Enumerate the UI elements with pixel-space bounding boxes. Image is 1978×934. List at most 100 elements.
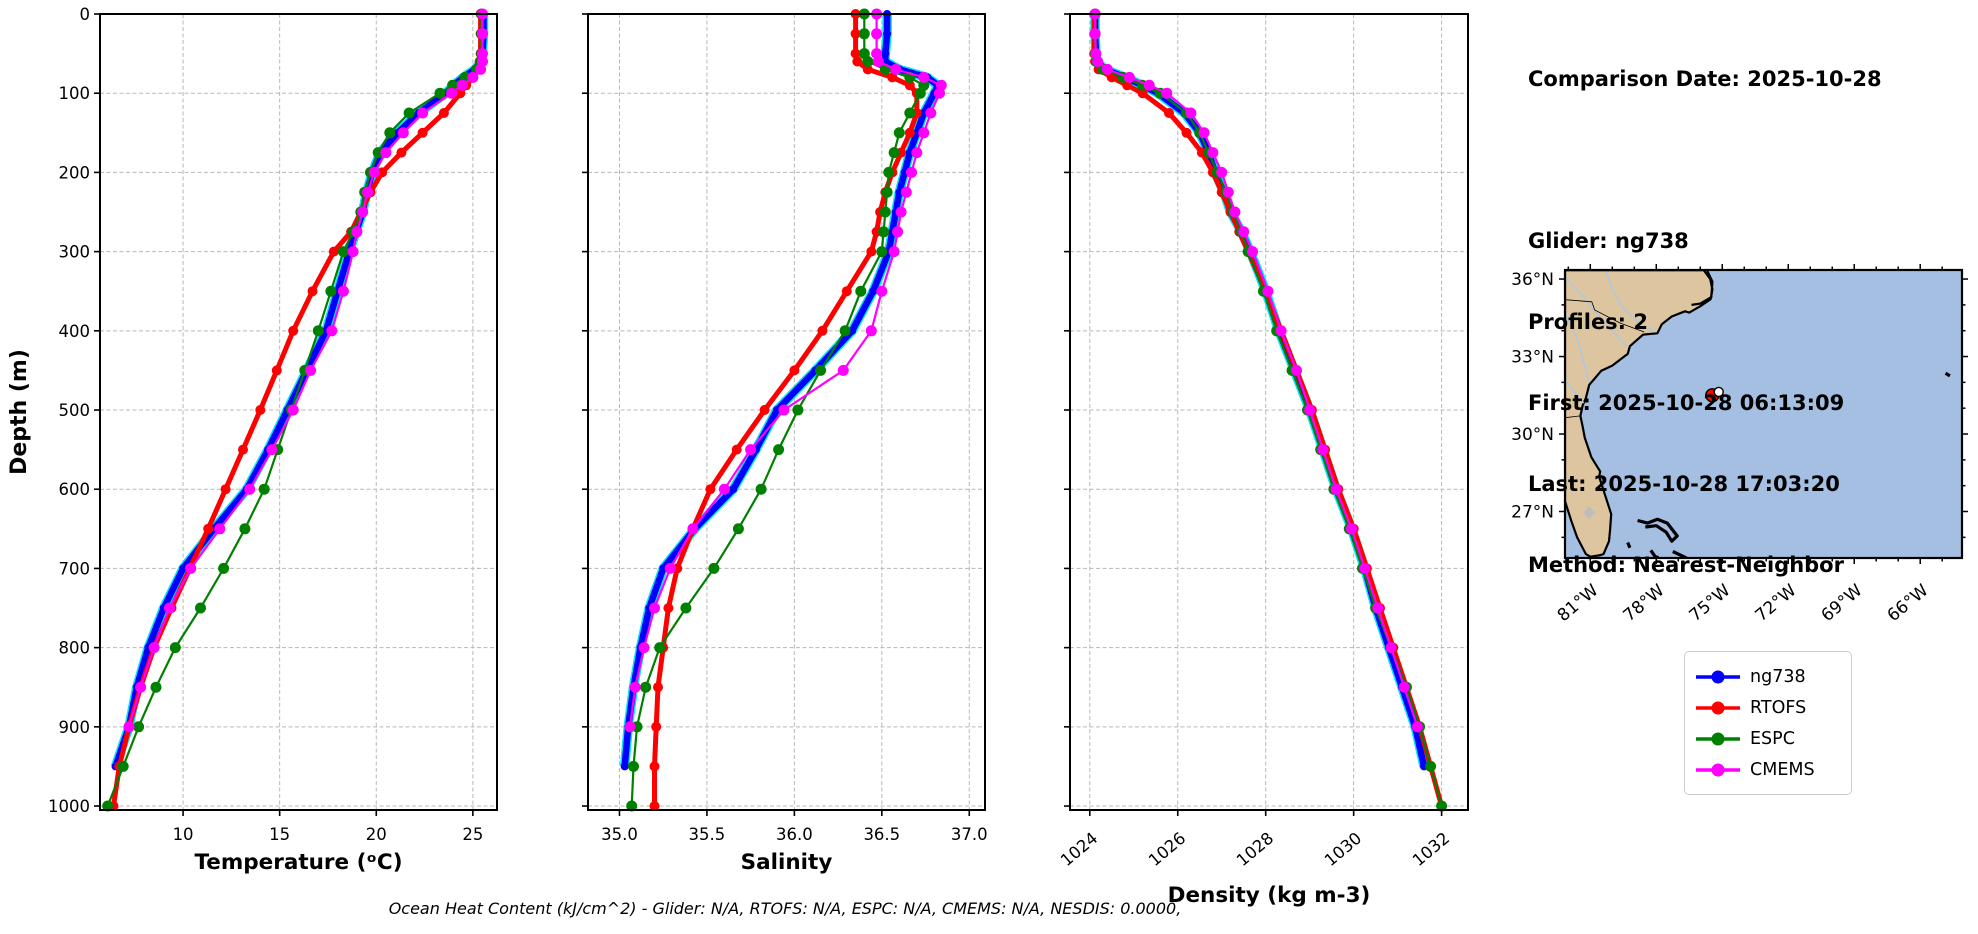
density-axis-label: Density (kg m-3) (1168, 883, 1371, 908)
density-xtick-label: 1032 (1409, 829, 1453, 871)
river-line (1565, 277, 1628, 347)
temperature-panel: 10 15 20 25 0 100 200 300 400 500 600 700 800 900 1000… (48, 5, 498, 875)
density-ticks: 1024 1026 1028 1030 1032 (1057, 13, 1453, 871)
CMEMS-salinity-series (624, 8, 947, 733)
y-axis-label: Depth (m) (7, 349, 32, 475)
salinity-xtick-label: 36.0 (776, 825, 813, 844)
map-frame (1563, 268, 1964, 560)
ng738-line-swatch-icon (1696, 670, 1740, 683)
espc-line-swatch-icon (1696, 732, 1740, 745)
temperature-ticks: 10 15 20 25 0 100 200 300 400 500 600 700 800 900 1000 (48, 5, 483, 844)
salinity-xtick-label: 37.0 (951, 825, 988, 844)
depth-tick-label: 700 (59, 559, 91, 578)
info-block: Comparison Date: 2025-10-28 Glider: ng73… (1528, 12, 1882, 606)
ng738-density-series (1090, 10, 1429, 771)
density-axes-frame (1069, 13, 1469, 811)
legend-label-espc: ESPC (1750, 728, 1795, 749)
legend-label-rtofs: RTOFS (1750, 697, 1807, 718)
density-panel: 1024 1026 1028 1030 1032 Density (kg m-3) (1057, 8, 1469, 908)
legend-item-rtofs: RTOFS (1695, 692, 1841, 723)
density-xtick-label: 1024 (1057, 829, 1101, 871)
legend-item-espc: ESPC (1695, 723, 1841, 754)
cmems-line-swatch-icon (1696, 763, 1740, 776)
ESPC-salinity-markers (626, 8, 930, 812)
CMEMS-density-markers (1089, 8, 1423, 733)
map-ticks (1559, 264, 1968, 564)
salinity-panel: 35.0 35.5 36.0 36.5 37.0 Salinity (582, 8, 988, 875)
CMEMS-temperature-series (123, 8, 488, 733)
map-lat-tick-label: 36°N (1511, 270, 1554, 290)
CMEMS-salinity-line (628, 14, 943, 727)
rtofs-line-swatch-icon (1696, 701, 1740, 714)
CMEMS-density-series (1089, 8, 1423, 733)
salinity-axes-frame (587, 13, 986, 811)
legend-label-ng738: ng738 (1750, 666, 1806, 687)
river-line (1565, 312, 1590, 383)
glider-location-marker (1713, 386, 1724, 398)
depth-tick-label: 300 (59, 243, 91, 262)
density-xtick-label: 1030 (1321, 829, 1365, 871)
depth-tick-label: 1000 (48, 797, 90, 816)
CMEMS-density-line (1094, 14, 1419, 728)
river-line (1605, 270, 1657, 333)
salinity-xtick-label: 36.5 (863, 825, 900, 844)
depth-tick-label: 400 (59, 322, 91, 341)
island-feature (1626, 541, 1632, 549)
temperature-xtick-label: 15 (269, 825, 290, 844)
profile-panels-figure: Depth (m) 10 15 20 25 0 100 200 300 400 500 600 700 8… (7, 5, 1469, 908)
depth-tick-label: 200 (59, 163, 91, 182)
comparison-date-text: Comparison Date: 2025-10-28 (1528, 67, 1882, 91)
ESPC-salinity-series (626, 8, 930, 812)
depth-tick-label: 600 (59, 480, 91, 499)
legend: ng738 RTOFS ESPC CMEMS (1684, 651, 1852, 795)
lake-feature (1582, 506, 1596, 520)
island-feature (1672, 550, 1690, 558)
depth-tick-label: 500 (59, 401, 91, 420)
salinity-ticks: 35.0 35.5 36.0 36.5 37.0 (582, 13, 988, 844)
river-line (1565, 379, 1585, 404)
ng738-density-underlay-line (1090, 14, 1429, 768)
salinity-axis-label: Salinity (741, 850, 833, 875)
ng738-density-line (1091, 14, 1428, 768)
info-spacer (1528, 147, 1882, 174)
map-lat-tick-label: 33°N (1511, 348, 1554, 368)
island-feature (1637, 517, 1679, 543)
land-area (1565, 270, 1714, 558)
CMEMS-salinity-markers (624, 8, 947, 733)
map-lon-tick-label: 66°W (1884, 580, 1933, 626)
salinity-xtick-label: 35.5 (689, 825, 726, 844)
density-xtick-label: 1026 (1145, 829, 1189, 871)
profiles-count-text: Profiles: 2 (1528, 310, 1649, 334)
depth-tick-label: 900 (59, 718, 91, 737)
legend-item-ng738: ng738 (1695, 661, 1841, 692)
method-text: Method: Nearest-Neighbor (1528, 553, 1844, 577)
CMEMS-temperature-line (127, 14, 484, 728)
location-map: 36°N33°N30°N27°N81°W 78°W 75°W 72°W 69°W 66°W (1511, 264, 1968, 626)
temperature-axis-label: Temperature (ᵒC) (194, 850, 402, 875)
depth-tick-label: 100 (59, 84, 91, 103)
glider-name-text: Glider: ng738 (1528, 229, 1689, 253)
ng738-density-markers (1091, 10, 1428, 771)
last-time-text: Last: 2025-10-28 17:03:20 (1528, 472, 1840, 496)
first-time-text: First: 2025-10-28 06:13:09 (1528, 391, 1845, 415)
density-grid (1070, 13, 1468, 810)
ocean-heat-content-annotation: Ocean Heat Content (kJ/cm^2) - Glider: N… (388, 899, 1182, 918)
state-border-line (1565, 415, 1581, 419)
map-lat-tick-label: 27°N (1511, 503, 1554, 523)
CMEMS-temperature-markers (123, 8, 488, 733)
depth-tick-label: 800 (59, 639, 91, 658)
depth-tick-label: 0 (80, 5, 91, 24)
temperature-axes-frame (99, 13, 498, 811)
temperature-xtick-label: 25 (462, 825, 483, 844)
state-border-line (1565, 299, 1645, 333)
temperature-xtick-label: 20 (366, 825, 387, 844)
legend-label-cmems: CMEMS (1750, 759, 1815, 780)
salinity-xtick-label: 35.0 (601, 825, 638, 844)
density-xtick-label: 1028 (1233, 829, 1277, 871)
outer-banks-coastline (1691, 270, 1714, 306)
legend-item-cmems: CMEMS (1695, 754, 1841, 785)
temperature-xtick-label: 10 (173, 825, 194, 844)
island-feature (1944, 371, 1951, 378)
map-lat-tick-label: 30°N (1511, 425, 1554, 445)
map-content (1565, 270, 1962, 558)
